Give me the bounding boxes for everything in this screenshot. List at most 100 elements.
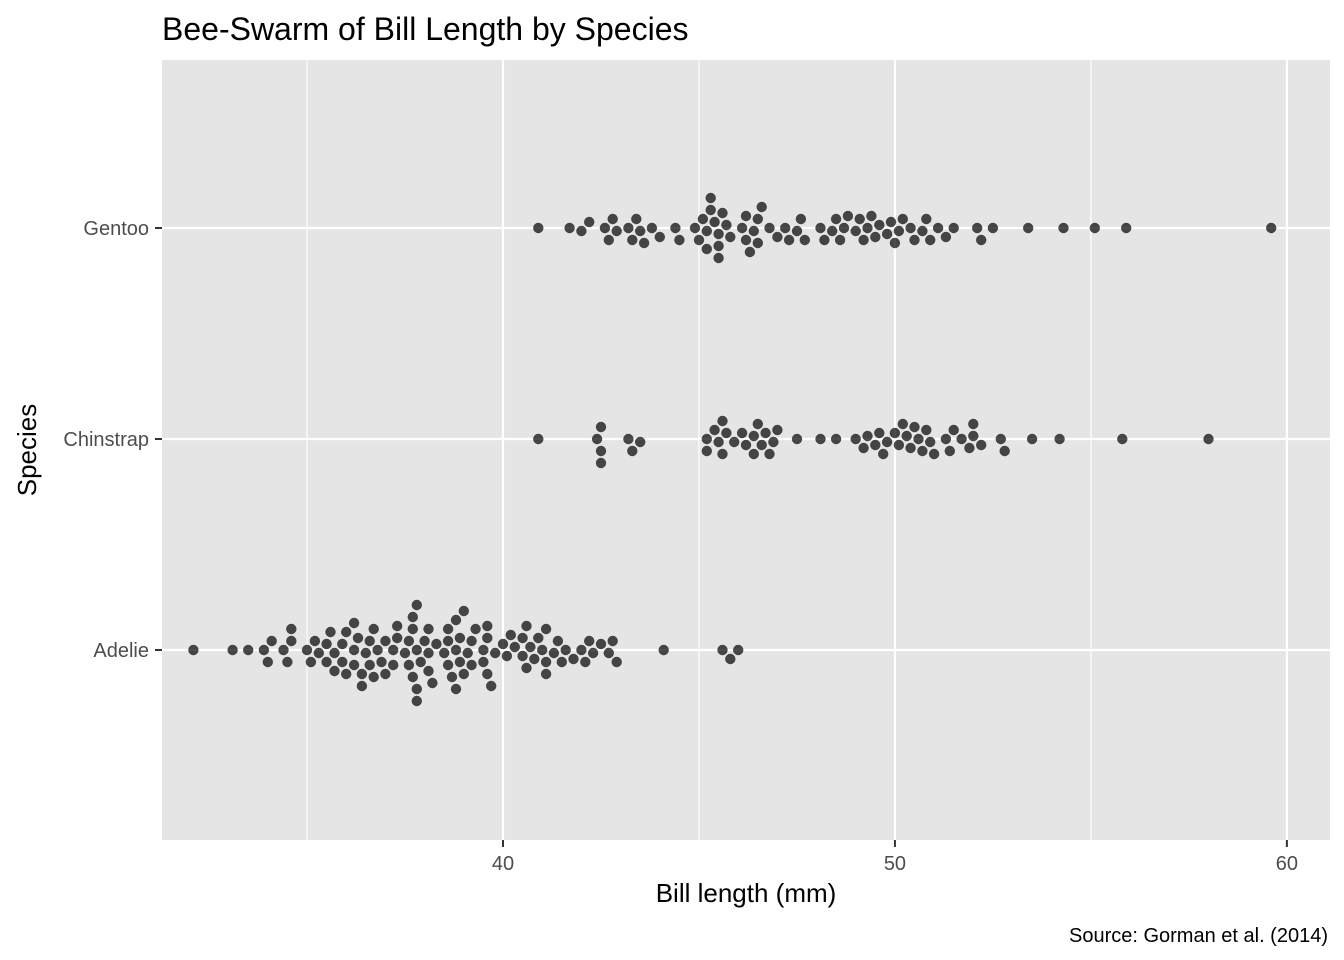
data-point: [733, 644, 744, 656]
data-point: [736, 427, 748, 439]
data-point: [772, 231, 783, 243]
data-point: [819, 234, 830, 246]
data-point: [701, 433, 712, 445]
data-points: [188, 192, 1277, 707]
data-point: [654, 231, 665, 243]
data-point: [607, 213, 618, 225]
data-point: [713, 228, 724, 240]
data-point: [388, 644, 399, 656]
data-point: [917, 225, 928, 237]
data-point: [611, 656, 622, 668]
data-point: [286, 623, 297, 635]
data-point: [854, 213, 865, 225]
data-point: [580, 656, 591, 668]
data-point: [862, 222, 873, 234]
data-point: [987, 222, 999, 234]
data-point: [670, 222, 681, 234]
data-point: [470, 623, 481, 635]
data-point: [478, 656, 489, 668]
data-point: [740, 439, 752, 451]
data-point: [874, 427, 885, 439]
data-point: [921, 213, 932, 225]
data-point: [729, 436, 740, 448]
data-point: [752, 418, 763, 430]
data-point: [646, 222, 658, 234]
data-point: [713, 436, 724, 448]
data-point: [560, 644, 571, 656]
data-point: [341, 668, 352, 680]
data-point: [658, 644, 669, 656]
data-point: [858, 234, 869, 246]
data-point: [693, 234, 705, 246]
data-point: [564, 222, 575, 234]
data-point: [595, 445, 607, 457]
data-point: [1121, 222, 1132, 234]
data-point: [740, 210, 752, 222]
data-point: [944, 445, 955, 457]
data-point: [772, 424, 783, 436]
data-point: [748, 225, 759, 237]
data-point: [709, 216, 720, 228]
data-point: [403, 659, 415, 671]
data-point: [717, 207, 728, 219]
data-point: [329, 665, 340, 677]
x-tick-label: 50: [884, 853, 906, 875]
data-point: [603, 234, 614, 246]
data-point: [376, 656, 387, 668]
data-point: [509, 641, 520, 653]
data-point: [478, 644, 489, 656]
data-point: [925, 436, 936, 448]
data-point: [721, 219, 732, 231]
data-point: [537, 644, 548, 656]
data-point: [301, 644, 313, 656]
data-point: [329, 647, 340, 659]
data-point: [591, 433, 603, 445]
data-point: [932, 222, 944, 234]
data-point: [607, 635, 618, 647]
data-point: [415, 656, 426, 668]
data-point: [482, 632, 493, 644]
data-point: [921, 424, 932, 436]
data-point: [282, 656, 293, 668]
data-point: [454, 632, 466, 644]
data-point: [917, 445, 928, 457]
data-point: [521, 662, 532, 674]
data-point: [442, 659, 454, 671]
data-point: [968, 418, 979, 430]
data-point: [266, 635, 277, 647]
data-point: [1266, 222, 1277, 234]
data-point: [881, 436, 893, 448]
data-point: [874, 219, 885, 231]
data-point: [972, 222, 983, 234]
data-point: [368, 671, 379, 683]
data-point: [337, 638, 348, 650]
data-point: [623, 433, 634, 445]
data-point: [540, 668, 552, 680]
data-point: [697, 213, 709, 225]
data-point: [791, 433, 803, 445]
data-point: [450, 644, 462, 656]
data-point: [940, 433, 952, 445]
data-point: [725, 231, 736, 243]
data-point: [909, 234, 920, 246]
data-point: [501, 650, 513, 662]
data-point: [627, 445, 638, 457]
data-point: [439, 647, 450, 659]
data-point: [486, 680, 497, 692]
data-point: [713, 240, 724, 252]
data-point: [713, 252, 724, 264]
data-point: [748, 430, 759, 442]
x-tick-label: 60: [1276, 853, 1298, 875]
data-point: [870, 439, 881, 451]
data-point: [674, 234, 685, 246]
y-tick-label: Chinstrap: [63, 429, 149, 451]
data-point: [556, 656, 567, 668]
data-point: [721, 427, 732, 439]
data-point: [736, 222, 748, 234]
data-point: [858, 442, 869, 454]
data-point: [482, 668, 493, 680]
data-point: [364, 659, 375, 671]
data-point: [356, 680, 368, 692]
data-point: [348, 644, 360, 656]
data-point: [533, 632, 544, 644]
